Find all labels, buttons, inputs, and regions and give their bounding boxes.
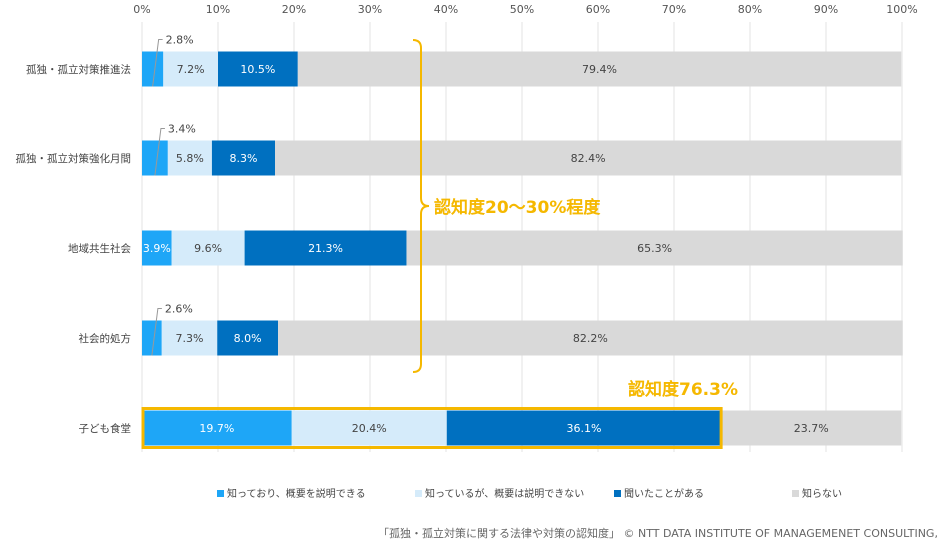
data-label: 7.3% [176,332,204,345]
bar-segment [278,320,903,356]
data-label: 82.2% [573,332,608,345]
category-label: 孤独・孤立対策強化月間 [16,152,132,165]
bar-segment [161,320,218,356]
data-label-leader [154,128,165,176]
data-label: 23.7% [794,422,829,435]
x-tick-label: 80% [738,3,762,16]
data-label: 79.4% [582,63,617,76]
category-label: 社会的処方 [79,332,132,345]
category-label: 地域共生社会 [68,242,131,255]
bar-segment [142,51,164,87]
data-label: 10.5% [240,63,275,76]
bar-segment [211,140,275,176]
data-label: 8.3% [229,152,257,165]
data-label: 65.3% [637,242,672,255]
legend-label: 知っており、概要を説明できる [227,487,366,500]
highlight-label: 認知度76.3% [628,379,738,400]
x-tick-label: 100% [886,3,917,16]
bar-segment [446,410,722,446]
data-label: 5.8% [176,152,204,165]
bracket-label: 認知度20～30%程度 [434,197,601,218]
data-label: 36.1% [566,422,601,435]
legend-swatch [415,490,422,497]
bar-segment [142,410,292,446]
bracket [412,39,430,373]
bar-segment [297,51,902,87]
legend-label: 聞いたことがある [624,487,704,500]
bar-segment [163,51,218,87]
bar-segment [244,230,407,266]
x-tick-label: 50% [510,3,534,16]
legend-label: 知らない [802,487,842,500]
bar-segment [218,51,298,87]
footer-credit: 「孤独・孤立対策に関する法律や対策の認知度」 © NTT DATA INSTIT… [378,527,940,540]
bar-segment [167,140,212,176]
category-label: 子ども食堂 [79,422,132,435]
legend-swatch [217,490,224,497]
highlight-box [141,407,723,449]
data-label: 19.7% [199,422,234,435]
legend-swatch [614,490,621,497]
x-tick-label: 70% [662,3,686,16]
x-tick-label: 90% [814,3,838,16]
data-label: 9.6% [194,242,222,255]
bar-segment [142,140,168,176]
bar-segment [275,140,902,176]
x-tick-label: 60% [586,3,610,16]
data-label: 2.6% [165,303,193,316]
legend-label: 知っているが、概要は説明できない [425,487,584,500]
data-label-leader [151,308,162,356]
data-label: 8.0% [234,332,262,345]
data-label: 21.3% [308,242,343,255]
bar-segment [291,410,447,446]
category-label: 孤独・孤立対策推進法 [26,63,131,76]
data-label-leader [152,39,163,87]
x-tick-label: 0% [133,3,150,16]
x-tick-label: 20% [282,3,306,16]
bar-segment [217,320,279,356]
bar-segment [142,230,172,266]
x-tick-label: 40% [434,3,458,16]
data-label: 2.8% [166,34,194,47]
data-label: 20.4% [352,422,387,435]
bar-segment [171,230,245,266]
data-label: 7.2% [177,63,205,76]
legend-swatch [792,490,799,497]
data-label: 3.4% [168,123,196,136]
x-tick-label: 10% [206,3,230,16]
bar-segment [406,230,903,266]
bar-segment [142,320,162,356]
bar-segment [721,410,902,446]
x-tick-label: 30% [358,3,382,16]
data-label: 3.9% [143,242,171,255]
data-label: 82.4% [571,152,606,165]
